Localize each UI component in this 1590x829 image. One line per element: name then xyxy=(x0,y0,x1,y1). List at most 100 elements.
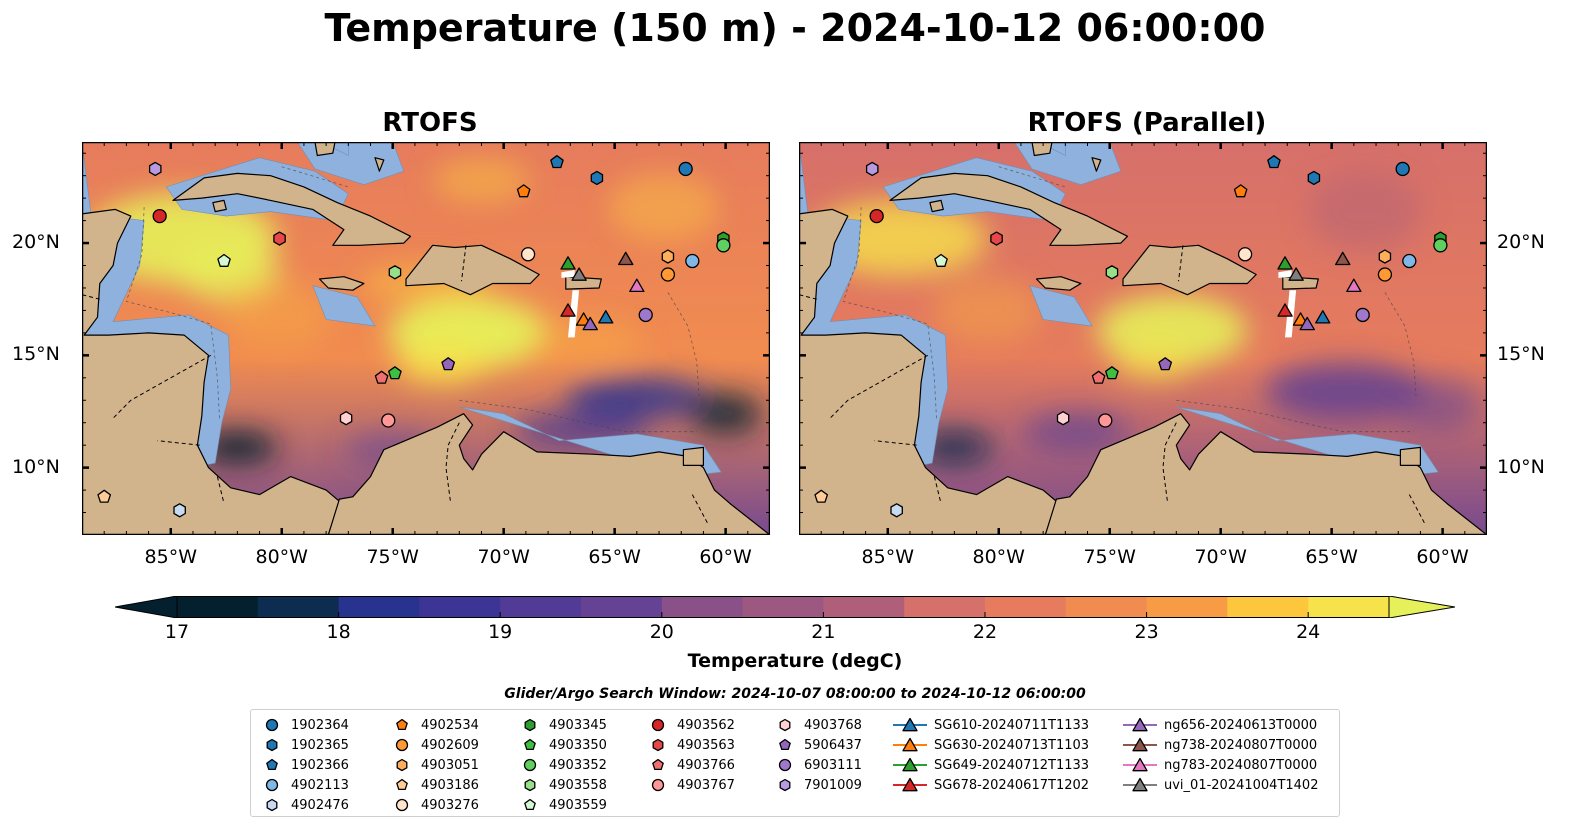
platform-marker-SG649-20240712T1133 xyxy=(560,256,576,270)
legend-item: SG630-20240713T1103 xyxy=(892,735,1089,755)
platform-marker-SG678-20240617T1202 xyxy=(560,303,576,317)
legend-label: 4902534 xyxy=(421,717,479,733)
platform-marker-ng783-20240807T0000 xyxy=(1346,278,1362,293)
legend-marker xyxy=(266,758,278,771)
platform-marker-ng738-20240807T0000 xyxy=(1335,251,1351,266)
platform-marker-uvi_01-20241004T1402 xyxy=(571,267,587,281)
legend-marker xyxy=(395,738,409,752)
legend-marker xyxy=(265,718,279,732)
platform-marker-4903559 xyxy=(217,253,231,267)
platform-marker-4903186 xyxy=(814,489,829,503)
platform-marker-7901009 xyxy=(148,161,162,177)
legend-marker xyxy=(652,758,664,771)
legend-item: 6903111 xyxy=(772,755,862,775)
lon-tick-label: 80°W xyxy=(255,546,308,568)
platform-marker-4903186 xyxy=(97,489,112,503)
platform-marker-4903768 xyxy=(1056,411,1070,426)
platform-marker-1902366 xyxy=(1267,155,1281,169)
platform-marker-4903350 xyxy=(1105,366,1119,380)
colorbar-tick-label: 20 xyxy=(649,621,674,643)
platform-marker-ng783-20240807T0000 xyxy=(629,278,645,293)
legend-label: 4903345 xyxy=(549,717,607,733)
legend-label: 1902364 xyxy=(291,717,349,733)
legend-label: 4903350 xyxy=(549,737,607,753)
colorbar-tick-label: 21 xyxy=(811,621,836,643)
legend-marker-hexagon xyxy=(266,798,278,812)
lon-tick-label: 70°W xyxy=(1194,546,1247,568)
colorbar xyxy=(115,596,1455,618)
platform-marker-4903276 xyxy=(520,247,536,262)
legend-marker xyxy=(266,738,278,752)
platform-marker-4903563 xyxy=(990,231,1003,246)
legend-marker xyxy=(266,798,278,812)
colorbar-band xyxy=(419,596,501,618)
legend-marker-triangle xyxy=(1132,717,1148,732)
legend-item: ng738-20240807T0000 xyxy=(1122,735,1318,755)
legend-label: 4902609 xyxy=(421,737,479,753)
platform-marker-5906437 xyxy=(441,357,456,371)
lon-tick-label: 65°W xyxy=(1305,546,1358,568)
platform-marker-4903276 xyxy=(1237,247,1253,262)
legend-label: 4903768 xyxy=(804,717,862,733)
legend-item: SG649-20240712T1133 xyxy=(892,755,1089,775)
legend-marker xyxy=(893,737,927,752)
legend-item: 4903766 xyxy=(645,755,735,775)
legend-label: 4903563 xyxy=(677,737,735,753)
legend-marker-circle xyxy=(395,738,409,752)
search-window-text: Glider/Argo Search Window: 2024-10-07 08… xyxy=(504,686,1086,702)
legend-marker-pentagon xyxy=(396,718,408,731)
legend-marker-hexagon xyxy=(652,738,664,752)
legend-label: 4903558 xyxy=(549,777,607,793)
legend-item: 4903562 xyxy=(645,715,735,735)
legend-marker-pentagon xyxy=(779,738,791,751)
colorbar-tick-label: 19 xyxy=(488,621,513,643)
platform-marker-SG610-20240711T1133 xyxy=(598,310,614,324)
colorbar-tick-label: 22 xyxy=(972,621,998,643)
legend-label: 4903559 xyxy=(549,797,607,813)
colorbar-tick-label: 24 xyxy=(1296,621,1321,643)
platform-marker-4903350 xyxy=(388,366,402,380)
legend-item: 4903352 xyxy=(517,755,607,775)
colorbar-band xyxy=(1065,596,1148,618)
colorbar-band xyxy=(177,596,259,618)
legend-marker xyxy=(651,718,665,732)
lon-tick-label: 80°W xyxy=(972,546,1025,568)
legend-marker-hexagon xyxy=(266,738,278,752)
colorbar-tick-label: 23 xyxy=(1134,621,1159,643)
legend-marker xyxy=(523,758,537,772)
platform-marker-4902609 xyxy=(1377,267,1393,282)
platform-marker-SG649-20240712T1133 xyxy=(1277,256,1293,270)
legend-marker-hexagon xyxy=(396,758,408,772)
legend-label: ng738-20240807T0000 xyxy=(1164,737,1318,753)
legend-marker xyxy=(779,718,791,732)
legend: 1902364 1902365 1902366 4902113 4902476 49025… xyxy=(250,709,1340,817)
platform-marker-ng656-20240613T0000 xyxy=(1299,316,1315,331)
legend-marker xyxy=(893,777,927,792)
platform-marker-ng656-20240613T0000 xyxy=(582,316,598,331)
legend-marker-pentagon xyxy=(396,778,408,791)
legend-marker-hexagon xyxy=(524,778,536,792)
legend-item: SG678-20240617T1202 xyxy=(892,775,1089,795)
legend-label: 1902366 xyxy=(291,757,349,773)
panel-title-rtofs: RTOFS xyxy=(382,108,478,138)
platform-marker-4903563 xyxy=(273,231,286,246)
lon-tick-label: 60°W xyxy=(1416,546,1469,568)
lat-tick-label-right: 10°N xyxy=(1497,455,1545,478)
legend-marker-triangle xyxy=(902,757,918,772)
legend-label: 1902365 xyxy=(291,737,349,753)
platform-marker-4903767 xyxy=(381,413,396,428)
legend-item: 4903768 xyxy=(772,715,862,735)
lon-tick-label: 60°W xyxy=(699,546,752,568)
legend-item: 1902365 xyxy=(259,735,349,755)
legend-item: 4902534 xyxy=(389,715,479,735)
legend-marker xyxy=(265,778,279,792)
legend-column: SG610-20240711T1133 SG630-20240713T1103 SG… xyxy=(892,715,1089,795)
legend-label: 4903562 xyxy=(677,717,735,733)
legend-column: 4903768 5906437 6903111 7901009 xyxy=(772,715,862,795)
legend-marker-circle xyxy=(651,778,665,792)
platform-marker-4903051 xyxy=(661,249,675,264)
legend-label: SG630-20240713T1103 xyxy=(934,737,1090,753)
figure-title: Temperature (150 m) - 2024-10-12 06:00:0… xyxy=(324,6,1266,50)
legend-column: 4903345 4903350 4903352 4903558 4903559 xyxy=(517,715,607,815)
legend-item: 4903345 xyxy=(517,715,607,735)
